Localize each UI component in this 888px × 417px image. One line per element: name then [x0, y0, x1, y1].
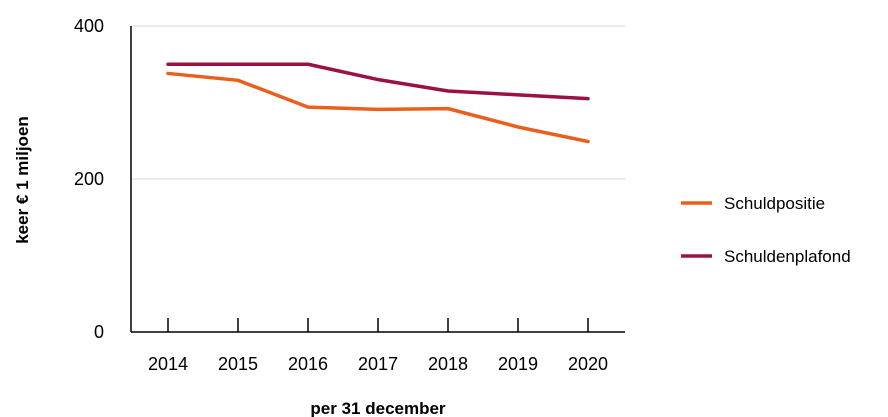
x-axis: 2014 2015 2016 2017 2018 2019 2020 — [131, 318, 625, 374]
x-tick-label: 2016 — [288, 354, 328, 374]
x-tick-label: 2014 — [148, 354, 188, 374]
series-line-schuldpositie — [166, 71, 590, 144]
y-tick-label: 200 — [74, 169, 104, 189]
y-tick-label: 400 — [74, 16, 104, 36]
x-tick-label: 2015 — [218, 354, 258, 374]
gridlines — [131, 25, 625, 180]
x-tick-label: 2017 — [358, 354, 398, 374]
x-tick-label: 2019 — [498, 354, 538, 374]
y-axis: 0 200 400 — [74, 16, 132, 342]
legend: Schuldpositie Schuldenplafond — [681, 194, 851, 266]
y-axis-title: keer € 1 miljoen — [13, 116, 32, 244]
series-lines — [166, 62, 590, 144]
y-tick-label: 0 — [94, 322, 104, 342]
x-tick-label: 2020 — [568, 354, 608, 374]
x-tick-label: 2018 — [428, 354, 468, 374]
legend-label-schuldpositie: Schuldpositie — [724, 194, 825, 213]
x-axis-title: per 31 december — [310, 399, 446, 417]
legend-label-schuldenplafond: Schuldenplafond — [724, 247, 851, 266]
series-line-schuldenplafond — [166, 62, 590, 101]
